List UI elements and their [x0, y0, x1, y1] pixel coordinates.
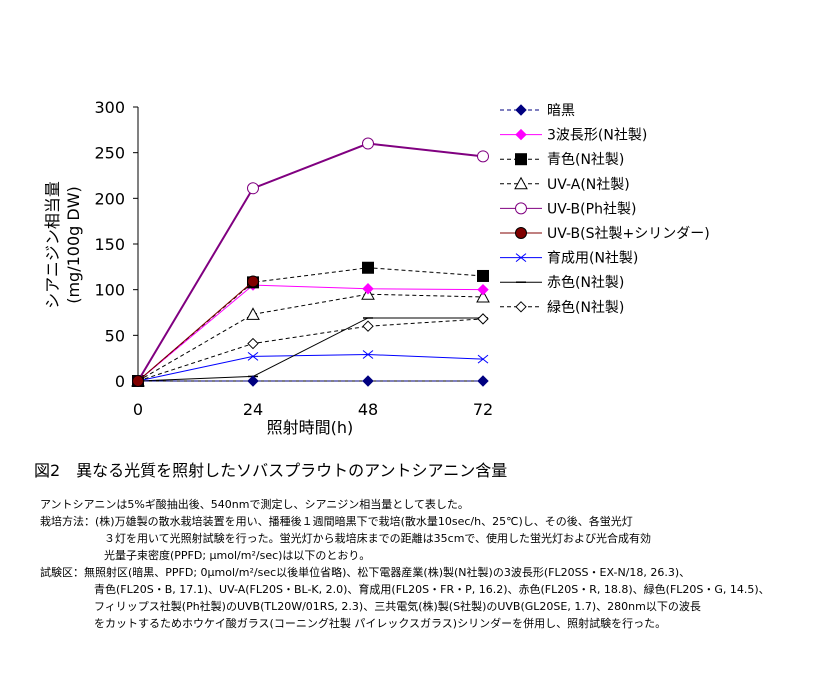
x-tick-label: 48	[358, 400, 378, 419]
data-point-stroke	[515, 253, 527, 262]
legend-item: 緑色(N社製)	[500, 299, 624, 316]
series-line	[137, 267, 484, 382]
data-point	[515, 128, 527, 141]
legend-item: 3波長形(N社製)	[500, 128, 647, 144]
legend-label: UV-B(Ph社製)	[547, 201, 636, 217]
data-point	[247, 182, 259, 195]
anthocyanin-line-chart: 0 50 100 150 200 250 300 0 24 48 72 暗黒 3波長形(N社製) 青色(…	[43, 98, 710, 437]
note-line: 青色(FL20S・B, 17.1)、UV-A(FL20S・BL-K, 2.0)、…	[94, 583, 770, 596]
x-tick-label: 24	[243, 400, 263, 419]
figure-caption: 図2 異なる光質を照射したソバスプラウトのアントシアニン含量	[34, 461, 508, 480]
y-axis-label: シアニジン相当量	[43, 181, 62, 309]
series-line	[137, 293, 484, 382]
legend-item: UV-A(N社製)	[500, 176, 630, 193]
chart-axes: 0 50 100 150 200 250 300 0 24 48 72	[94, 98, 493, 419]
y-tick-label: 250	[94, 144, 125, 163]
series-2	[132, 261, 489, 387]
chart-legend: 暗黒 3波長形(N社製) 青色(N社製) UV-A(N社製) UV-B(Ph社製) UV-…	[500, 103, 710, 316]
data-point	[515, 253, 527, 262]
y-tick-label: 50	[105, 326, 125, 345]
data-point-stroke	[247, 351, 259, 361]
series-4	[132, 137, 489, 387]
note-line: 栽培方法：(株)万雄製の散水栽培装置を用い、播種後１週間暗黒下で栽培(散水量10…	[40, 515, 633, 528]
data-point	[515, 153, 527, 166]
legend-label: 3波長形(N社製)	[547, 128, 647, 144]
series-7	[133, 317, 488, 382]
data-point	[515, 104, 527, 116]
data-point	[514, 176, 528, 190]
data-point	[362, 375, 374, 387]
legend-label: 赤色(N社製)	[547, 274, 624, 291]
data-point	[246, 307, 260, 320]
note-line: アントシアニンは5%ギ酸抽出後、540nmで測定し、シアニジン相当量として表した…	[40, 498, 469, 511]
y-tick-label: 0	[115, 372, 125, 391]
series-line	[137, 318, 484, 382]
legend-item: 暗黒	[500, 103, 575, 119]
legend-item: 赤色(N社製)	[500, 274, 624, 291]
figure-notes: アントシアニンは5%ギ酸抽出後、540nmで測定し、シアニジン相当量として表した…	[40, 496, 770, 632]
x-tick-label: 0	[133, 400, 143, 419]
legend-item: UV-B(S社製+シリンダー)	[500, 226, 710, 242]
data-point	[477, 283, 489, 296]
legend-item: UV-B(Ph社製)	[500, 201, 636, 217]
series-8	[132, 313, 489, 387]
data-point	[247, 351, 259, 361]
series-6	[132, 350, 489, 386]
data-point	[362, 350, 374, 359]
y-tick-label: 150	[94, 235, 125, 254]
data-point	[515, 301, 527, 313]
data-point-stroke	[362, 350, 374, 359]
data-point-stroke	[477, 354, 489, 364]
data-point	[132, 375, 144, 387]
x-axis-label: 照射時間(h)	[267, 418, 354, 437]
legend-label: 暗黒	[547, 103, 575, 119]
data-point	[362, 137, 374, 150]
series-line	[137, 354, 484, 382]
data-point	[477, 150, 489, 163]
data-point	[515, 227, 527, 239]
series-line	[137, 284, 484, 382]
x-tick-label: 72	[473, 400, 493, 419]
note-line: ３灯を用いて光照射試験を行った。蛍光灯から栽培床までの距離は35cmで、使用した…	[104, 532, 651, 545]
data-point	[247, 337, 259, 350]
legend-label: UV-B(S社製+シリンダー)	[547, 226, 710, 242]
legend-item: 青色(N社製)	[500, 151, 624, 168]
note-line: 光量子束密度(PPFD; μmol/m²/sec)は以下のとおり。	[104, 549, 371, 562]
data-point	[247, 375, 259, 387]
data-point	[515, 202, 527, 215]
legend-label: 緑色(N社製)	[547, 299, 624, 316]
series-line	[137, 142, 484, 382]
data-point	[477, 313, 489, 325]
series-line	[137, 281, 254, 382]
y-axis-label-units: (mg/100g DW)	[64, 186, 83, 304]
legend-label: UV-A(N社製)	[547, 177, 630, 193]
note-line: フィリップス社製(Ph社製)のUVB(TL20W/01RS, 2.3)、三共電気…	[94, 600, 701, 613]
y-tick-label: 300	[94, 98, 125, 117]
data-point	[362, 320, 374, 332]
data-point	[476, 289, 490, 303]
note-line: をカットするためホウケイ酸ガラス(コーニング社製 パイレックスガラス)シリンダー…	[94, 617, 667, 630]
y-tick-label: 100	[94, 281, 125, 300]
data-point	[477, 354, 489, 364]
data-point	[362, 261, 374, 274]
data-point	[247, 275, 259, 288]
series-5	[132, 275, 259, 387]
legend-item: 育成用(N社製)	[500, 251, 638, 267]
legend-label: 青色(N社製)	[547, 151, 624, 168]
data-point	[362, 283, 374, 295]
series-lines	[131, 137, 490, 387]
y-tick-label: 200	[94, 189, 125, 208]
legend-label: 育成用(N社製)	[547, 251, 638, 267]
series-line	[137, 317, 483, 382]
data-point	[477, 269, 489, 282]
note-line: 試験区：無照射区(暗黒、PPFD; 0μmol/m²/sec以後単位省略)、松下…	[40, 566, 691, 579]
data-point	[477, 375, 489, 387]
